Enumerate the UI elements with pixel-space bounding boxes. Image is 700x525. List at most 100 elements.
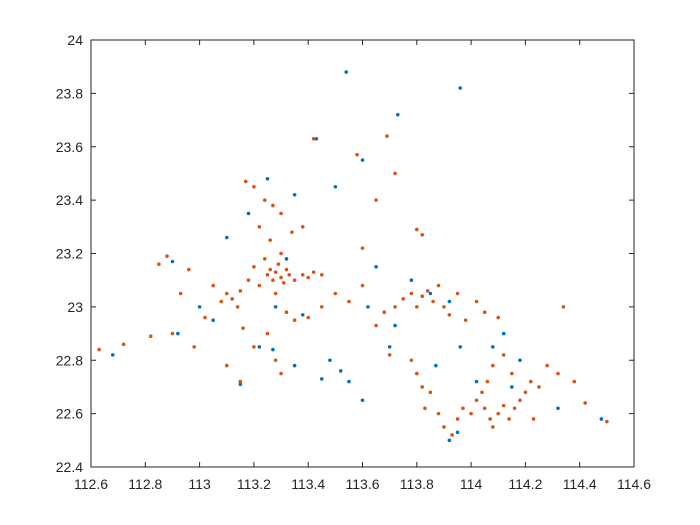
point	[360, 246, 365, 250]
point	[507, 417, 511, 421]
y-tick-label: 23.6	[56, 139, 83, 155]
point	[485, 379, 490, 384]
point	[121, 342, 126, 347]
y-tick-label: 23.2	[56, 246, 83, 262]
point	[170, 259, 175, 264]
point	[431, 299, 435, 304]
point	[355, 152, 359, 157]
point	[474, 299, 479, 304]
point	[447, 313, 452, 317]
y-tick-label: 23	[67, 299, 83, 315]
point	[474, 379, 479, 384]
point	[265, 331, 270, 336]
point	[97, 347, 101, 352]
point	[545, 363, 549, 368]
point	[246, 278, 251, 282]
point	[271, 278, 275, 282]
point	[235, 305, 240, 309]
point	[192, 345, 196, 349]
point	[178, 291, 183, 296]
point	[338, 369, 343, 373]
point	[480, 390, 484, 395]
point	[387, 345, 392, 349]
x-tick-label: 114.2	[508, 476, 542, 492]
point	[420, 385, 425, 389]
x-tick-label: 112.8	[128, 476, 162, 492]
point	[257, 283, 262, 288]
point	[224, 235, 229, 240]
point	[382, 310, 387, 315]
point	[157, 262, 161, 266]
point	[276, 262, 281, 266]
point	[271, 203, 275, 208]
point	[529, 379, 533, 384]
point	[436, 411, 441, 416]
point	[583, 401, 587, 405]
point	[387, 353, 392, 357]
y-tick-label: 23.4	[56, 192, 83, 208]
point	[284, 267, 289, 272]
x-tick-label: 113	[188, 476, 211, 492]
point	[333, 291, 338, 296]
point	[243, 179, 248, 184]
point	[442, 425, 446, 429]
point	[523, 390, 528, 395]
x-tick-label: 114.6	[617, 476, 651, 492]
point	[561, 305, 566, 309]
point	[393, 171, 397, 176]
point	[203, 315, 207, 320]
point	[238, 289, 243, 293]
point	[284, 310, 289, 315]
point	[572, 379, 577, 384]
x-tick-label: 113.6	[346, 476, 380, 492]
point	[273, 291, 278, 296]
point	[501, 403, 506, 408]
point	[347, 379, 351, 384]
point	[436, 283, 441, 288]
point	[271, 347, 275, 352]
point	[347, 299, 351, 304]
point	[423, 406, 427, 411]
point	[257, 225, 262, 229]
point	[311, 270, 316, 274]
point	[409, 291, 414, 296]
point	[284, 257, 289, 261]
point	[428, 291, 433, 296]
point	[395, 112, 400, 117]
point	[273, 270, 278, 274]
point	[442, 305, 446, 309]
point	[428, 390, 433, 395]
point	[491, 363, 495, 368]
point	[518, 358, 522, 363]
point	[518, 398, 522, 403]
point	[281, 281, 286, 285]
point	[314, 136, 319, 141]
point	[224, 291, 229, 296]
point	[469, 411, 473, 416]
point	[230, 297, 234, 301]
point	[420, 233, 425, 237]
point	[374, 265, 378, 269]
point	[474, 398, 479, 403]
point	[268, 238, 272, 242]
point	[238, 382, 243, 387]
point	[252, 345, 256, 349]
point	[415, 305, 419, 309]
point	[333, 184, 338, 189]
point	[482, 406, 487, 411]
point	[265, 273, 270, 277]
point	[273, 305, 278, 309]
point	[491, 345, 495, 349]
point	[241, 326, 245, 331]
point	[447, 438, 452, 443]
point	[488, 417, 492, 421]
point	[265, 176, 270, 181]
point	[496, 411, 501, 416]
point	[455, 430, 460, 435]
x-tick-label: 113.4	[291, 476, 325, 492]
point	[292, 192, 297, 197]
point	[262, 198, 267, 202]
point	[458, 345, 463, 349]
point	[393, 323, 397, 328]
